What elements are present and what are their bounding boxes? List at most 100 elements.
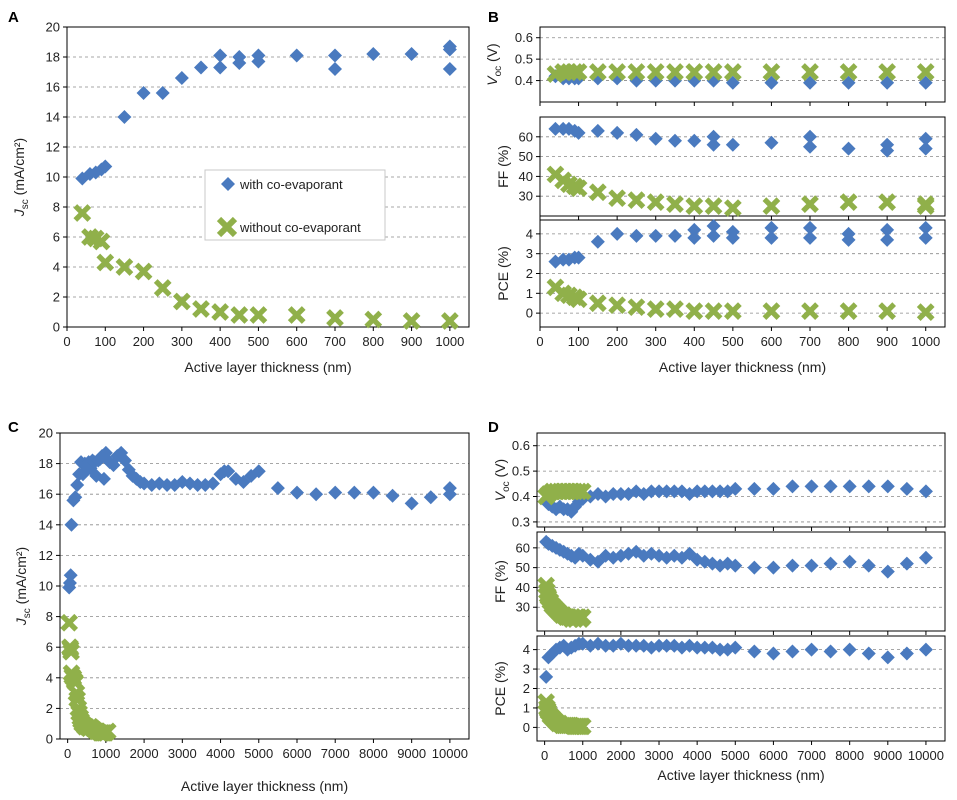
x-tick-label: 8000: [835, 748, 864, 763]
data-point-without: [62, 642, 80, 661]
data-point-with: [841, 75, 856, 90]
x-tick-label: 900: [876, 334, 898, 349]
data-point-with: [918, 484, 933, 499]
x-stroke: [608, 63, 626, 81]
data-point-without: [627, 191, 646, 210]
data-point-without: [230, 306, 249, 324]
data-point-with: [160, 478, 175, 493]
data-point-without: [441, 312, 459, 330]
x-stroke: [96, 253, 115, 272]
data-point-with: [697, 640, 712, 655]
x-tick-label: 1000: [568, 748, 597, 763]
x-tick-label: 100: [94, 334, 116, 349]
data-point-with: [155, 86, 170, 100]
y-tick-label: 0.6: [515, 30, 533, 45]
x-stroke: [724, 63, 742, 81]
legend-diamond-icon: [221, 177, 235, 191]
x-tick-label: 400: [683, 334, 705, 349]
x-stroke: [67, 684, 86, 702]
x-tick-label: 800: [838, 334, 860, 349]
x-tick-label: 2000: [606, 748, 635, 763]
y-tick-label: 4: [46, 670, 53, 685]
data-point-with: [64, 517, 79, 532]
data-point-with: [174, 71, 189, 85]
data-point-with: [690, 484, 705, 499]
subplot-ff: 30 40 50 60 FF (%): [492, 531, 946, 635]
series-with-co-evaporant: [548, 218, 933, 269]
x-stroke: [115, 258, 134, 276]
data-point-without: [801, 63, 819, 81]
data-point-with: [442, 487, 457, 502]
y-axis-title: FF (%): [495, 145, 511, 188]
x-stroke: [211, 303, 229, 321]
data-point-without: [916, 303, 935, 321]
data-point-without: [570, 482, 588, 501]
x-tick-label: 9000: [873, 748, 902, 763]
y-tick-label: 40: [516, 580, 530, 595]
y-tick-label: 1: [526, 286, 533, 301]
data-point-without: [724, 302, 742, 321]
data-point-without: [762, 197, 781, 215]
data-point-with: [880, 232, 895, 247]
x-stroke: [364, 310, 383, 329]
data-point-with: [309, 487, 324, 502]
data-point-with: [804, 479, 819, 494]
data-point-without: [916, 63, 935, 81]
x-stroke: [569, 63, 588, 81]
x-stroke: [62, 642, 80, 661]
data-point-with: [842, 554, 857, 569]
data-point-with: [785, 479, 800, 494]
data-point-with: [823, 556, 838, 571]
y-axis-title: Jsc (mA/cm²): [13, 547, 33, 626]
y-tick-label: 60: [519, 129, 533, 144]
y-tick-label: 18: [39, 456, 53, 471]
data-point-with: [747, 481, 762, 496]
legend-without-marker: [216, 216, 238, 238]
data-point-with: [385, 488, 400, 503]
plot-frame: [536, 432, 946, 528]
data-point-without: [608, 296, 626, 315]
series-without-co-evaporant: [537, 693, 592, 736]
y-tick-label: 6: [46, 640, 53, 655]
data-point-without: [685, 197, 704, 215]
data-point-with: [213, 48, 228, 63]
data-point-without: [704, 302, 723, 321]
x-tick-label: 2000: [130, 746, 159, 761]
data-point-with: [803, 230, 817, 245]
x-stroke: [326, 309, 344, 327]
x-stroke: [666, 63, 684, 81]
x-stroke: [704, 63, 723, 81]
x-tick-label: 500: [248, 334, 270, 349]
data-point-without: [608, 189, 626, 208]
data-point-with: [766, 646, 781, 661]
data-point-without: [646, 300, 665, 319]
x-stroke: [608, 189, 626, 208]
series-with-co-evaporant: [75, 39, 457, 186]
data-point-without: [589, 183, 607, 202]
legend-with-marker: [221, 177, 235, 191]
x-stroke: [916, 303, 935, 321]
x-stroke: [402, 312, 421, 330]
x-tick-label: 7000: [321, 746, 350, 761]
x-tick-label: 7000: [797, 748, 826, 763]
data-point-with: [823, 479, 838, 494]
data-point-without: [573, 482, 592, 501]
x-tick-label: 900: [401, 334, 423, 349]
data-point-without: [878, 193, 896, 211]
data-point-without: [627, 298, 646, 317]
data-point-with: [918, 131, 933, 146]
data-point-with: [366, 47, 381, 61]
data-point-with: [706, 137, 721, 152]
data-point-with: [861, 558, 876, 573]
x-stroke: [878, 63, 896, 81]
y-tick-label: 0: [526, 306, 533, 321]
x-stroke: [704, 302, 723, 321]
data-point-with: [728, 640, 743, 655]
y-tick-label: 0.5: [512, 464, 530, 479]
y-tick-label: 20: [39, 426, 53, 441]
data-point-with: [747, 560, 762, 575]
x-stroke: [192, 300, 210, 318]
data-point-with: [841, 141, 856, 156]
x-stroke: [724, 302, 742, 321]
